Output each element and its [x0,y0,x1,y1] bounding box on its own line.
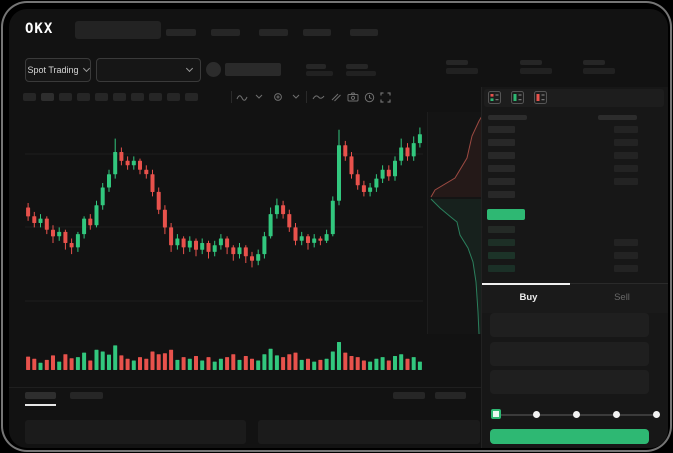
depth-panel [427,112,482,334]
indicators-icon[interactable] [273,92,285,102]
chevron-down-icon[interactable] [292,94,300,100]
stat-value [520,68,552,74]
app-window: OKX Spot Trading [9,9,668,448]
nav-item-4[interactable] [303,29,331,36]
stat-value [346,71,376,76]
candlestick-svg[interactable] [25,112,423,334]
last-price-bar[interactable] [487,209,525,220]
stat-value [583,68,615,74]
ask-row[interactable] [482,188,668,201]
orderbook-col-header [598,115,637,120]
slider-handle-active[interactable] [491,409,501,419]
timeframe-button[interactable] [185,93,198,101]
search-input[interactable] [75,21,161,39]
bid-row[interactable] [482,236,668,249]
market-type-label: Spot Trading [27,65,79,75]
timeframe-button[interactable] [41,93,54,101]
timeframe-button[interactable] [59,93,72,101]
depth-svg [430,115,482,334]
bid-row[interactable] [482,223,668,236]
nav-item-2[interactable] [211,29,240,36]
toolbar-divider [306,91,307,103]
timeframe-button[interactable] [113,93,126,101]
book-both-sides-icon[interactable] [488,91,501,104]
clock-icon[interactable] [364,92,375,103]
price-placeholder [225,63,281,76]
timeframe-button[interactable] [131,93,144,101]
orders-table-placeholder [25,420,246,444]
volume-svg [26,342,422,370]
stat-value [306,71,333,76]
bottom-tab-active[interactable] [25,392,56,399]
chevron-down-icon [82,64,90,73]
bottom-action[interactable] [435,392,466,399]
orderbook-layout-toggles [488,91,547,104]
fullscreen-icon[interactable] [380,92,391,103]
ask-row[interactable] [482,136,668,149]
bid-row[interactable] [482,262,668,275]
stat-label [520,60,542,65]
ask-row[interactable] [482,123,668,136]
bid-row[interactable] [482,249,668,262]
chevron-down-icon [185,64,194,73]
section-divider [9,387,481,388]
toolbar-divider [231,91,232,103]
camera-icon[interactable] [347,92,359,102]
slider-stop[interactable] [572,410,580,418]
bid-rows[interactable] [482,223,668,275]
buy-submit-button[interactable] [490,429,649,444]
line-chart-icon[interactable] [312,92,325,102]
orderbook-toolbar-bg [484,89,664,107]
nav-item-1[interactable] [166,29,196,36]
slider-stop[interactable] [652,410,660,418]
orders-table-placeholder [258,420,480,444]
trade-tabs-bar [482,283,668,313]
stat-value [446,68,478,74]
chevron-down-icon[interactable] [255,94,263,100]
nav-item-5[interactable] [350,29,378,36]
tab-sell[interactable]: Sell [614,292,630,303]
price-input[interactable] [490,313,649,337]
bottom-tab[interactable] [70,392,103,399]
order-book-panel: Buy Sell [481,87,668,448]
tab-buy[interactable]: Buy [519,292,538,303]
slider-stop[interactable] [612,410,620,418]
stat-label [446,60,468,65]
stat-label [346,64,368,69]
book-asks-only-icon[interactable] [534,91,547,104]
timeframe-toolbar [23,93,198,103]
timeframe-button[interactable] [95,93,108,101]
orderbook-col-header [488,115,527,120]
slider-stop[interactable] [532,410,540,418]
coin-icon [206,62,221,77]
timeframe-button[interactable] [167,93,180,101]
ask-row[interactable] [482,149,668,162]
ask-rows[interactable] [482,123,668,201]
candle-style-icon[interactable] [236,92,250,102]
stat-label [306,64,326,69]
ask-row[interactable] [482,175,668,188]
book-bids-only-icon[interactable] [511,91,524,104]
amount-input[interactable] [490,342,649,366]
timeframe-button[interactable] [149,93,162,101]
timeframe-button[interactable] [77,93,90,101]
ask-row[interactable] [482,162,668,175]
compare-icon[interactable] [330,92,341,102]
timeframe-button[interactable] [23,93,36,101]
nav-item-3[interactable] [259,29,288,36]
bottom-action[interactable] [393,392,425,399]
market-type-selector[interactable]: Spot Trading [25,58,91,82]
active-tab-underline [25,404,56,406]
pair-selector[interactable] [96,58,201,82]
okx-logo: OKX [25,21,54,37]
amount-slider-stops[interactable] [482,405,668,425]
buy-tab-indicator [482,283,570,285]
total-input[interactable] [490,370,649,394]
stat-label [583,60,605,65]
